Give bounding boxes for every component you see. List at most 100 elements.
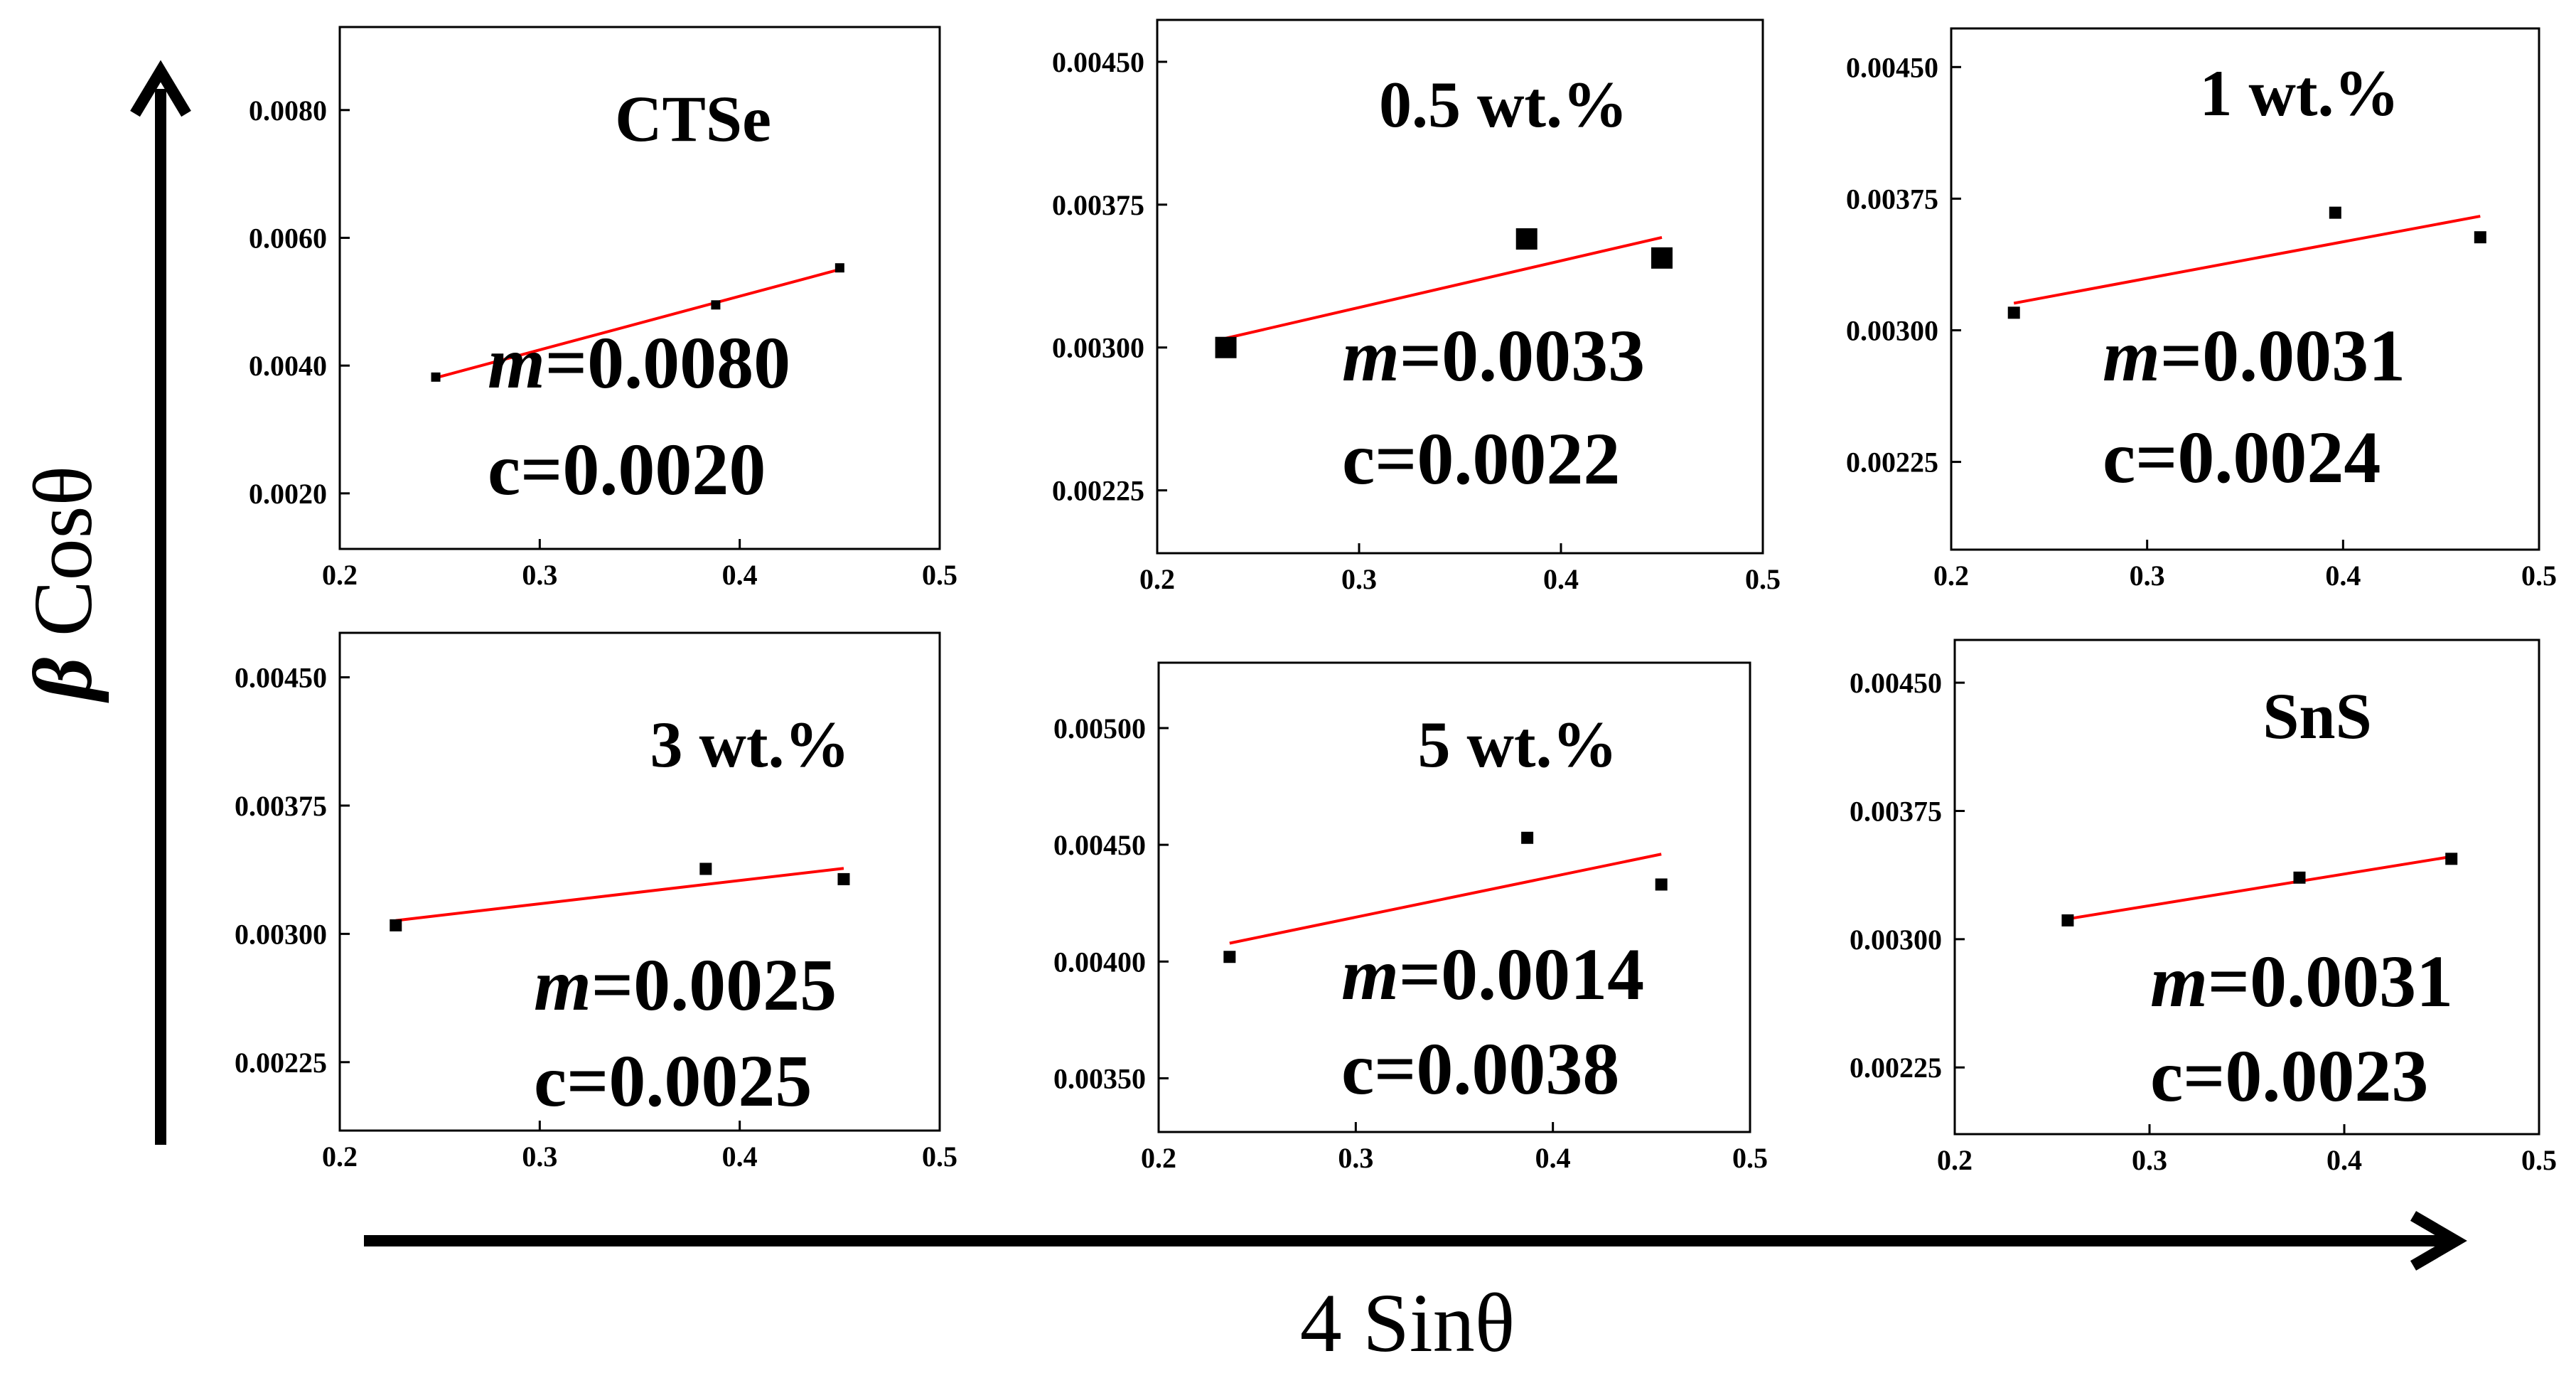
y-axis-arrow [130,60,191,1145]
plot-frame [1157,661,1751,1133]
slope-value: =0.0014 [1399,934,1644,1015]
data-point [1655,878,1668,891]
fit-line [1229,853,1662,945]
x-tick-label: 0.5 [1745,563,1781,595]
data-point [2445,853,2458,865]
slope-value: =0.0025 [591,944,837,1026]
y-tick-label: 0.00225 [1052,475,1144,507]
slope-annotation: m=0.0025 [534,944,837,1026]
data-point [2293,871,2306,884]
x-tick-label: 0.3 [522,1141,557,1173]
x-axis-arrow [364,1211,2467,1271]
data-point [834,263,844,273]
data-point [431,372,441,382]
x-tick-label: 0.3 [1341,563,1377,595]
data-point [1223,951,1236,963]
slope-value: =0.0033 [1400,315,1645,397]
fit-line [395,867,844,922]
x-tick-label: 0.4 [2327,1144,2362,1176]
plot-frame [1953,639,2540,1136]
slope-annotation: m=0.0014 [1341,934,1644,1015]
slope-annotation: m=0.0080 [488,322,790,404]
slope-symbol: m [1342,315,1400,397]
plot-frame [338,26,941,550]
data-point [2329,206,2341,219]
panel-title: 1 wt.% [2199,57,2399,129]
y-tick-label: 0.00400 [1053,946,1146,978]
chart-panel: 0.2 0.3 0.4 0.5 0.00225 0.00300 0.00375 0.00450… [1846,27,2557,592]
slope-symbol: m [2150,941,2208,1022]
chart-panel: 0.2 0.3 0.4 0.5 0.00225 0.00300 0.00375 0.00450… [235,631,957,1173]
y-tick-label: 0.0020 [249,478,327,510]
y-tick-label: 0.00300 [1850,924,1942,956]
intercept-annotation: c=0.0022 [1342,418,1620,500]
intercept-annotation: c=0.0023 [2150,1035,2428,1117]
y-axis-title-symbol: β [16,658,109,703]
intercept-annotation: c=0.0025 [534,1040,812,1122]
slope-value: =0.0031 [2208,941,2453,1022]
x-tick-label: 0.4 [1535,1142,1571,1174]
y-tick-label: 0.00225 [1850,1052,1942,1084]
data-point [2474,231,2486,244]
plot-frame [1950,27,2540,551]
panel-title: CTSe [615,82,771,155]
y-tick-label: 0.00450 [1052,46,1144,78]
x-tick-label: 0.5 [1732,1142,1768,1174]
x-tick-label: 0.2 [1937,1144,1973,1176]
slope-annotation: m=0.0033 [1342,315,1645,397]
data-point [390,919,402,931]
y-tick-label: 0.00375 [235,790,327,822]
y-tick-label: 0.00375 [1850,795,1942,827]
plot-frame [338,631,941,1132]
slope-annotation: m=0.0031 [2150,941,2453,1022]
x-tick-label: 0.4 [722,1141,758,1173]
y-tick-label: 0.0060 [249,222,327,254]
x-tick-label: 0.2 [322,1141,358,1173]
data-point [1651,247,1673,269]
x-tick-label: 0.5 [922,559,957,591]
data-point [837,872,850,885]
chart-panel: 0.2 0.3 0.4 0.5 0.00225 0.00300 0.00375 0.00450… [1850,639,2557,1176]
x-axis-title: 4 Sinθ [1300,1276,1515,1369]
x-tick-label: 0.4 [2325,560,2361,592]
slope-value: =0.0031 [2160,315,2405,397]
x-tick-label: 0.2 [1139,563,1175,595]
data-point [1215,336,1237,358]
y-tick-label: 0.0040 [249,350,327,382]
y-tick-label: 0.00300 [1846,314,1938,346]
data-point [2007,306,2020,319]
y-tick-label: 0.00225 [235,1047,327,1079]
slope-value: =0.0080 [545,322,790,404]
y-tick-label: 0.00500 [1053,712,1146,744]
y-tick-label: 0.00300 [235,918,327,950]
y-tick-label: 0.00375 [1846,183,1938,215]
slope-symbol: m [534,944,591,1026]
x-tick-label: 0.3 [1338,1142,1373,1174]
y-tick-label: 0.00350 [1053,1062,1146,1094]
x-tick-label: 0.3 [522,559,557,591]
plot-frame [1156,18,1764,555]
intercept-annotation: c=0.0024 [2103,417,2381,498]
fit-line [2067,855,2452,921]
x-tick-label: 0.5 [922,1141,957,1173]
intercept-annotation: c=0.0020 [488,429,766,511]
data-point [699,863,712,875]
x-tick-label: 0.4 [722,559,758,591]
chart-panel: 0.2 0.3 0.4 0.5 0.00350 0.00400 0.00450 0.00500… [1053,661,1768,1174]
x-tick-label: 0.5 [2521,1144,2557,1176]
chart-panel: 0.2 0.3 0.4 0.5 0.00225 0.00300 0.00375 0.00450… [1052,18,1781,595]
fit-line [2013,215,2481,305]
x-tick-label: 0.3 [2130,560,2165,592]
slope-symbol: m [488,322,545,404]
y-tick-label: 0.00450 [235,662,327,694]
slope-annotation: m=0.0031 [2103,315,2405,397]
x-tick-label: 0.5 [2521,560,2557,592]
x-tick-label: 0.2 [1141,1142,1176,1174]
fit-line [1225,235,1663,340]
y-tick-label: 0.00375 [1052,189,1144,221]
panel-title: 3 wt.% [650,708,849,781]
x-tick-label: 0.2 [322,559,358,591]
y-tick-label: 0.00450 [1846,51,1938,83]
panel-title: 5 wt.% [1417,708,1617,781]
x-tick-label: 0.2 [1933,560,1969,592]
